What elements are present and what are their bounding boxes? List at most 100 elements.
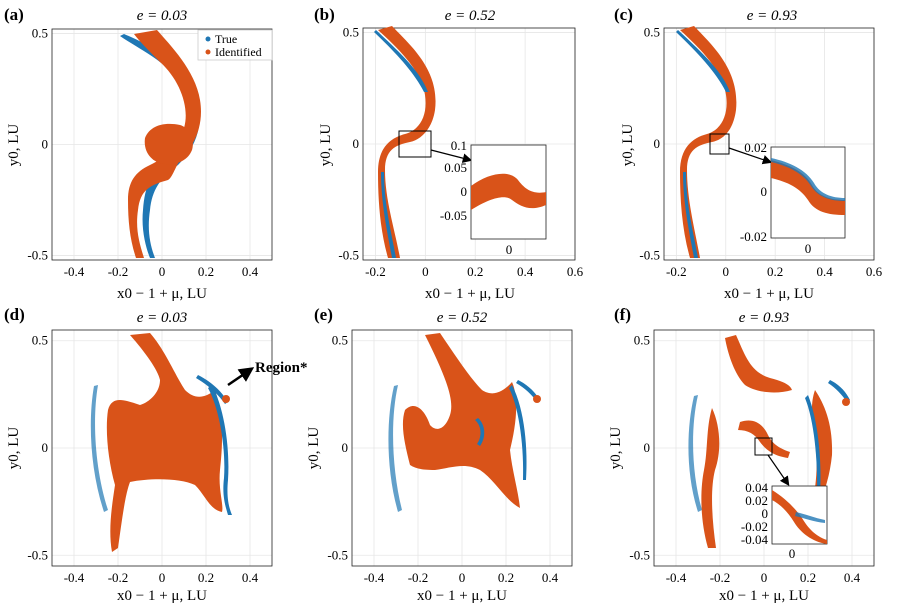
panel-f-inset-ytick-2: 0.02 [745, 493, 768, 508]
panel-a-identified-blob [144, 123, 193, 165]
panel-f-inset-xtick: 0 [789, 546, 796, 561]
panel-d-ytick-label: -0.5 [27, 547, 48, 562]
panel-d-ytick-label: 0.5 [32, 333, 48, 348]
panel-f-inset-true [795, 512, 825, 523]
panel-d-title: e = 0.03 [137, 310, 188, 326]
panel-c-true-series [676, 30, 730, 92]
panel-a-yticks: -0.5 0 0.5 [27, 25, 48, 262]
panel-f-ytick-label: 0 [644, 440, 651, 455]
panel-a-title-text: e = 0.03 [137, 8, 188, 24]
panel-b-inset: 0.1 0.05 0 -0.05 0 [440, 138, 547, 257]
panel-b-zoom-box [398, 130, 432, 158]
panel-b-title-text: e = 0.52 [445, 8, 496, 24]
panel-c-xtick-label: 0.4 [816, 264, 833, 279]
panel-c-inset-true [771, 158, 845, 201]
panel-d-yticks: -0.5 0 0.5 [27, 333, 48, 563]
panel-f-xtick-label: 0 [761, 570, 768, 585]
panel-c-ytick-label: -0.5 [639, 248, 660, 263]
panel-c-xtick-label: 0.6 [866, 264, 883, 279]
panel-f-xlabel: x0 − 1 + μ, LU [719, 588, 809, 604]
panel-a-ytick-label: 0 [42, 137, 49, 152]
panel-e-title: e = 0.52 [437, 310, 488, 326]
panel-d-region-identified [222, 395, 230, 403]
panel-a-title: e = 0.03 [137, 8, 188, 24]
panel-b-letter: (b) [314, 5, 335, 24]
panel-b-axes [362, 27, 576, 261]
region-annotation-arrow [227, 367, 255, 387]
panel-d-title-text: e = 0.03 [137, 310, 188, 326]
panel-f-xtick-label: -0.4 [666, 570, 687, 585]
panel-b-inset-ytick-3: 0 [461, 184, 468, 199]
panel-a-xtick-label: 0.2 [198, 264, 214, 279]
panel-d-identified-series [106, 333, 223, 552]
panel-d-xlabel: x0 − 1 + μ, LU [117, 588, 207, 604]
panel-f-ytick-label: -0.5 [629, 547, 650, 562]
panel-c-title: e = 0.93 [747, 8, 798, 24]
panel-e-xlabel: x0 − 1 + μ, LU [417, 588, 507, 604]
panel-f-identified-center [738, 420, 790, 458]
panel-e-true-right [509, 385, 527, 480]
panel-f-xtick-label: 0.4 [844, 570, 861, 585]
panel-c-xtick-label: -0.2 [666, 264, 687, 279]
panel-b-true-series [374, 30, 428, 92]
panel-d-xtick-label: -0.2 [108, 570, 129, 585]
panel-c-inset-identified [771, 160, 845, 215]
panel-c-xticks: -0.2 0 0.2 0.4 0.6 [666, 264, 883, 279]
region-annotation-label: Region* [255, 360, 308, 376]
panel-e-region-identified [533, 395, 541, 403]
panel-c-ylabel: y0, LU [620, 124, 636, 167]
panel-d-region-true [196, 375, 228, 404]
panel-f-identified-right [811, 390, 833, 510]
panel-a-identified-series [128, 30, 201, 258]
panel-c-ytick-label: 0.5 [644, 24, 660, 39]
panel-e-ylabel: y0, LU [306, 427, 322, 470]
panel-f-true-left [688, 395, 702, 512]
panel-a-xtick-label: 0.4 [242, 264, 259, 279]
panel-f-zoom-arrow [767, 454, 790, 486]
panel-d-letter: (d) [4, 305, 25, 324]
panel-f-region-true [828, 380, 850, 402]
panel-a-axes [51, 28, 273, 261]
panel-f-xtick-label: 0.2 [800, 570, 816, 585]
panel-a-legend: True Identified [197, 29, 273, 61]
panel-b-zoom-arrow [430, 149, 473, 163]
panel-d-ylabel: y0, LU [6, 427, 22, 470]
panel-e-true-hook [475, 418, 485, 446]
panel-d: (d) e = 0.03 Region* -0.4 -0.2 0 0.2 0.4 -0.… [4, 305, 308, 604]
panel-a-xtick-label: -0.2 [108, 264, 129, 279]
legend-identified-marker [205, 49, 211, 55]
panel-e-ytick-label: 0.5 [332, 333, 348, 348]
panel-b-true-lower [381, 172, 396, 258]
panel-c-zoom-box [709, 133, 730, 155]
panel-f-inset: 0.04 0.02 0 -0.02 -0.04 0 [741, 480, 828, 561]
panel-d-true-left [90, 385, 108, 512]
panel-f-yticks: -0.5 0 0.5 [629, 333, 650, 563]
panel-f-title-text: e = 0.93 [739, 310, 790, 326]
panel-c-inset-ytick-1: 0.02 [744, 140, 767, 155]
panel-d-xtick-label: 0.2 [198, 570, 214, 585]
panel-b-inset-ytick-2: 0.05 [444, 160, 467, 175]
panel-b-xtick-label: 0.2 [467, 264, 483, 279]
panel-f-identified-left [701, 408, 720, 548]
panel-b-inset-identified [471, 173, 546, 210]
panel-e-axes [351, 329, 573, 567]
panel-b-yticks: -0.5 0 0.5 [338, 24, 359, 262]
panel-a-xticks: -0.4 -0.2 0 0.2 0.4 [64, 264, 259, 279]
panel-b: (b) e = 0.52 0.1 0.05 0 -0.05 0 -0.2 0 0.2… [314, 5, 584, 302]
panel-a-letter: (a) [4, 5, 24, 24]
panel-b-ytick-label: 0 [353, 136, 360, 151]
panel-f-zoom-box [754, 437, 773, 456]
panel-c-xtick-label: 0.2 [767, 264, 783, 279]
legend-identified-label: Identified [215, 45, 262, 59]
panel-c: (c) e = 0.93 0.02 0 -0.02 0 -0.2 0 0.2 0.4 0… [614, 5, 883, 302]
panel-e-letter: (e) [314, 305, 333, 324]
panel-c-inset-xtick: 0 [805, 241, 812, 256]
panel-e-identified-series [402, 333, 520, 508]
panel-c-xtick-label: 0 [723, 264, 730, 279]
panel-f-region-identified [842, 398, 850, 406]
panel-d-axes [51, 329, 273, 567]
panel-e-xtick-label: 0.2 [498, 570, 514, 585]
panel-b-xlabel: x0 − 1 + μ, LU [425, 286, 515, 302]
panel-c-yticks: -0.5 0 0.5 [639, 24, 660, 262]
panel-c-inset-ytick-3: -0.02 [740, 229, 767, 244]
